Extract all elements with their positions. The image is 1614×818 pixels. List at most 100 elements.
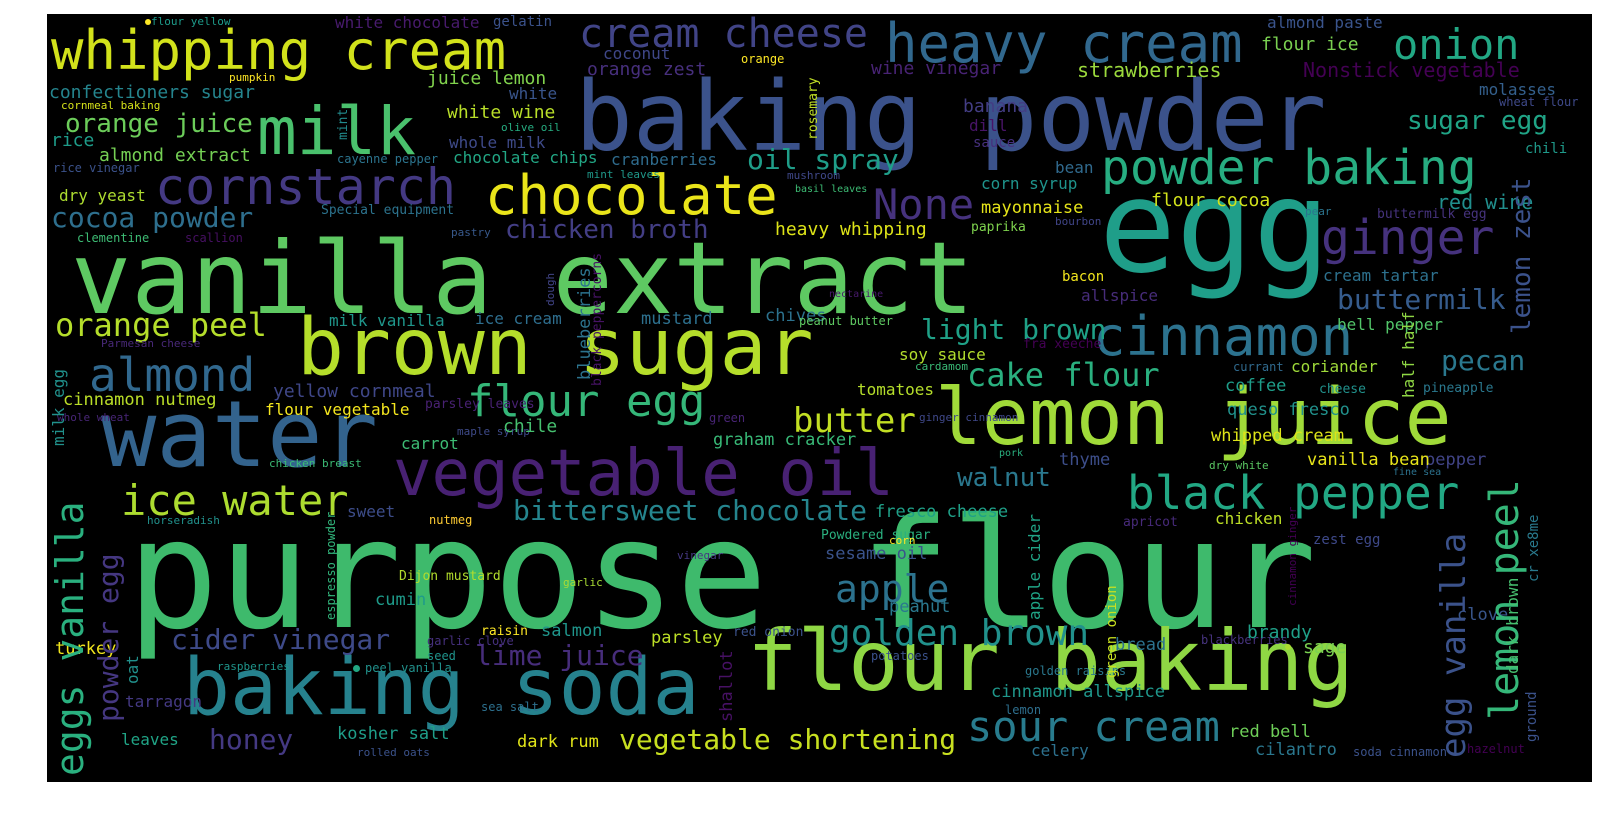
word: water (101, 381, 378, 488)
word: lemon (1005, 703, 1042, 717)
word: parsley leaves (425, 397, 535, 412)
word: ice cream (475, 309, 562, 328)
word: chicken breast (269, 457, 362, 470)
word: zest egg (1313, 532, 1381, 548)
word: orange zest (587, 59, 707, 80)
word: pineapple (1423, 381, 1494, 396)
word: espresso powder (324, 511, 338, 620)
dot (145, 19, 151, 25)
word: red wine (1437, 190, 1534, 214)
word: confectioners sugar (49, 82, 255, 103)
word: oil spray (747, 143, 899, 176)
word: celery (1031, 741, 1089, 760)
word: black peppercorns (590, 252, 605, 386)
word: sauce (973, 135, 1016, 151)
word: mint (336, 108, 351, 140)
word: cinnamon nutmeg (63, 390, 217, 410)
word: vegetable oil (393, 437, 894, 511)
word: sage (1303, 637, 1347, 658)
word: fra xeeche (1023, 337, 1102, 352)
word: half half (1399, 311, 1418, 398)
word: chocolate chips (453, 148, 598, 167)
word: oat (123, 655, 142, 684)
word: vegetable shortening (619, 723, 957, 756)
word: cumin (375, 590, 427, 610)
word: bread (1115, 635, 1167, 655)
word: walnut (957, 463, 1051, 493)
word: orange juice (65, 109, 253, 139)
word: cayenne pepper (337, 152, 439, 166)
word: bean (1055, 158, 1094, 177)
word: eggs vanilla (48, 501, 92, 776)
word: whipping cream (51, 19, 507, 82)
word: egg vanilla (1434, 532, 1474, 758)
word: cr xe8me (1526, 514, 1542, 582)
word: mushroom (787, 169, 840, 182)
word: tarragon (125, 692, 203, 711)
word: whole milk (449, 133, 546, 152)
word: cider vinegar (171, 623, 391, 656)
word: ground (1524, 691, 1540, 742)
word: nutmeg (429, 513, 473, 527)
word: coffee (1225, 376, 1287, 396)
word: bittersweet chocolate (513, 494, 868, 527)
word: butter (793, 401, 916, 441)
word: milk egg (49, 368, 68, 446)
word: cornmeal baking (61, 99, 161, 112)
word: apple (835, 567, 950, 611)
word: pecan (1441, 344, 1526, 377)
word: dill (969, 116, 1008, 135)
word: sesame oil (825, 544, 928, 564)
word: ice water (121, 476, 349, 525)
word: chicken (1215, 509, 1283, 528)
word: brown sugar (297, 303, 814, 393)
word-cloud: purpose flour vanilla extract egg baking… (47, 14, 1592, 782)
word: strawberries (1077, 58, 1222, 82)
word: peanut (889, 597, 951, 617)
word: black pepper (1127, 466, 1460, 520)
word: chives (765, 306, 827, 326)
word: sweet (347, 502, 396, 521)
word: rice (51, 130, 95, 151)
word: corn syrup (981, 174, 1078, 193)
word: golden raisins (1025, 664, 1127, 678)
word: Parmesan cheese (101, 337, 201, 350)
word: horseradish (147, 514, 220, 527)
word: green onion (1104, 585, 1120, 678)
word: hazelnut (1467, 742, 1525, 756)
word: flour cocoa (1151, 190, 1271, 211)
word: mayonnaise (981, 198, 1084, 218)
word: parsley (651, 628, 723, 648)
word: purpose flour (127, 486, 1317, 663)
word: dark rum (517, 732, 599, 752)
word: almond (89, 348, 256, 402)
word: fresco cheese (875, 502, 1009, 522)
word: red bell (1229, 722, 1311, 742)
word: scallion (185, 231, 243, 245)
word: soy sauce (899, 345, 986, 364)
word: basil leaves (795, 184, 868, 195)
word: cinnamon ginger (1286, 506, 1299, 606)
word: salmon (541, 621, 603, 641)
word: garlic (563, 576, 603, 589)
word: wine vinegar (871, 58, 1002, 79)
word: white (509, 84, 558, 103)
word: yellow cornmeal (273, 381, 436, 402)
word: whipped cream (1211, 426, 1345, 446)
word: clove (1457, 605, 1509, 625)
word: dry white (1209, 459, 1269, 472)
word: potatoes (871, 649, 929, 663)
word: apple cider (1025, 514, 1044, 620)
word: brandy (1247, 622, 1313, 643)
word: flour ice (1261, 34, 1359, 55)
word: seed (427, 649, 456, 663)
word: pepper (1425, 450, 1487, 470)
word: onion (1393, 20, 1520, 69)
word: light brown (921, 313, 1107, 346)
word: flour yellow (151, 15, 231, 28)
word: corn (889, 534, 916, 547)
word: chicken broth (505, 215, 709, 245)
word: raspberries (217, 660, 290, 673)
word: flour vegetable (265, 400, 410, 419)
word: rice vinegar (53, 161, 140, 175)
